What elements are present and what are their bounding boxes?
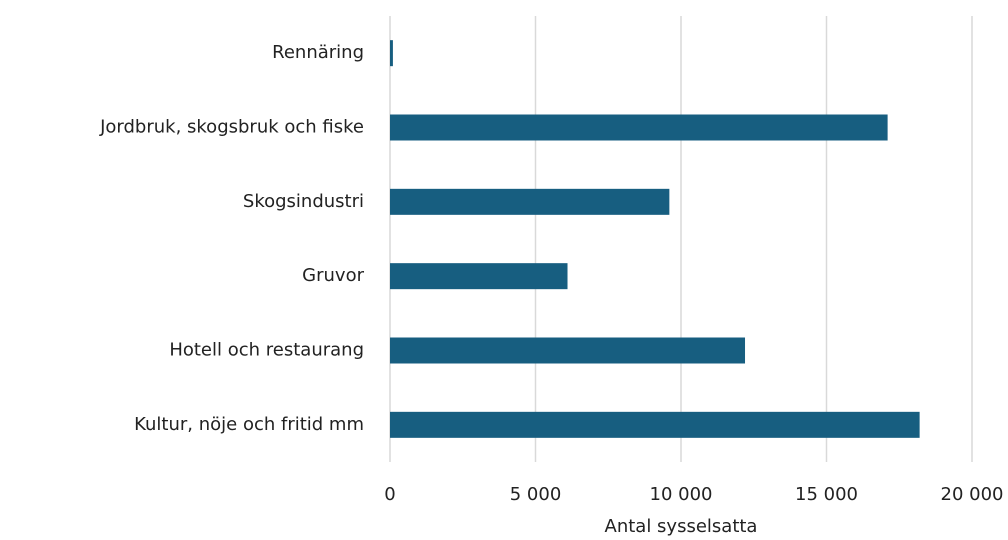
- x-tick-label: 0: [384, 484, 395, 505]
- bar: [390, 40, 393, 67]
- bar: [390, 188, 670, 215]
- x-tick-label: 20 000: [941, 484, 1004, 505]
- x-tick-label: 5 000: [510, 484, 562, 505]
- y-tick-label: Skogsindustri: [243, 191, 364, 212]
- bar: [390, 263, 568, 290]
- y-tick-label: Jordbruk, skogsbruk och fiske: [99, 117, 364, 138]
- bar: [390, 337, 746, 364]
- x-axis-title: Antal sysselsatta: [605, 516, 758, 537]
- y-tick-label: Kultur, nöje och fritid mm: [134, 414, 364, 435]
- y-tick-label: Rennäring: [272, 42, 364, 63]
- y-tick-label: Gruvor: [302, 265, 364, 286]
- bar: [390, 411, 920, 438]
- x-tick-label: 10 000: [650, 484, 713, 505]
- bar: [390, 114, 888, 141]
- x-tick-label: 15 000: [795, 484, 858, 505]
- y-tick-label: Hotell och restaurang: [169, 340, 364, 361]
